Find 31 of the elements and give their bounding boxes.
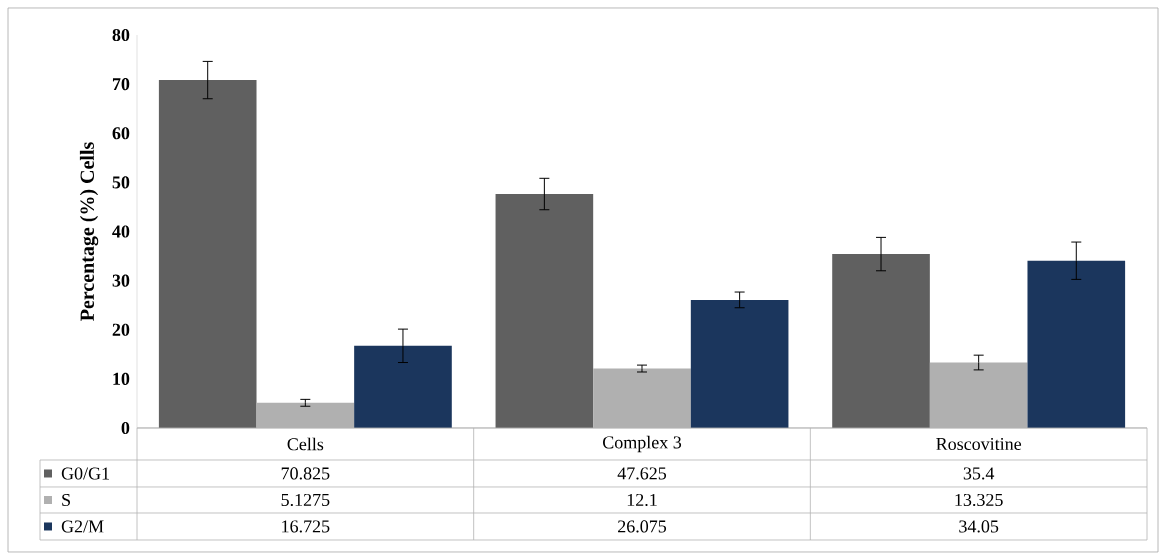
data-label: 70.825 bbox=[281, 467, 330, 480]
y-tick-label: 40 bbox=[112, 225, 130, 238]
x-tick-label: Cells bbox=[287, 437, 324, 451]
legend-label: G2/M bbox=[61, 520, 104, 533]
x-tick-label: Roscovitine bbox=[936, 437, 1022, 451]
bar bbox=[832, 254, 930, 428]
y-tick-label: 0 bbox=[121, 421, 130, 435]
y-tick-label: 10 bbox=[113, 372, 130, 385]
data-label: 47.625 bbox=[617, 467, 667, 480]
y-tick-label: 60 bbox=[112, 127, 130, 140]
data-label: 5.1275 bbox=[281, 493, 330, 507]
data-label: 35.4 bbox=[963, 467, 995, 480]
bar bbox=[1027, 260, 1126, 428]
y-tick-label: 80 bbox=[112, 28, 130, 42]
y-tick-label: 30 bbox=[112, 274, 130, 287]
y-tick-label: 70 bbox=[112, 78, 130, 91]
legend-label: S bbox=[62, 493, 70, 507]
data-label: 26.075 bbox=[618, 520, 667, 533]
data-label: 16.725 bbox=[282, 520, 330, 533]
y-tick-label: 20 bbox=[112, 323, 130, 336]
bar bbox=[158, 80, 257, 428]
y-axis-title: Percentage (%) Cells bbox=[79, 142, 99, 321]
legend-label: G0/G1 bbox=[61, 467, 109, 480]
bar bbox=[354, 345, 452, 428]
bar bbox=[690, 299, 789, 428]
data-label: 12.1 bbox=[627, 493, 657, 507]
bar bbox=[495, 194, 594, 428]
y-tick-label: 50 bbox=[112, 176, 130, 189]
data-label: 34.05 bbox=[959, 520, 999, 533]
x-tick-label: Complex 3 bbox=[603, 435, 682, 453]
data-label: 13.325 bbox=[955, 493, 1003, 507]
